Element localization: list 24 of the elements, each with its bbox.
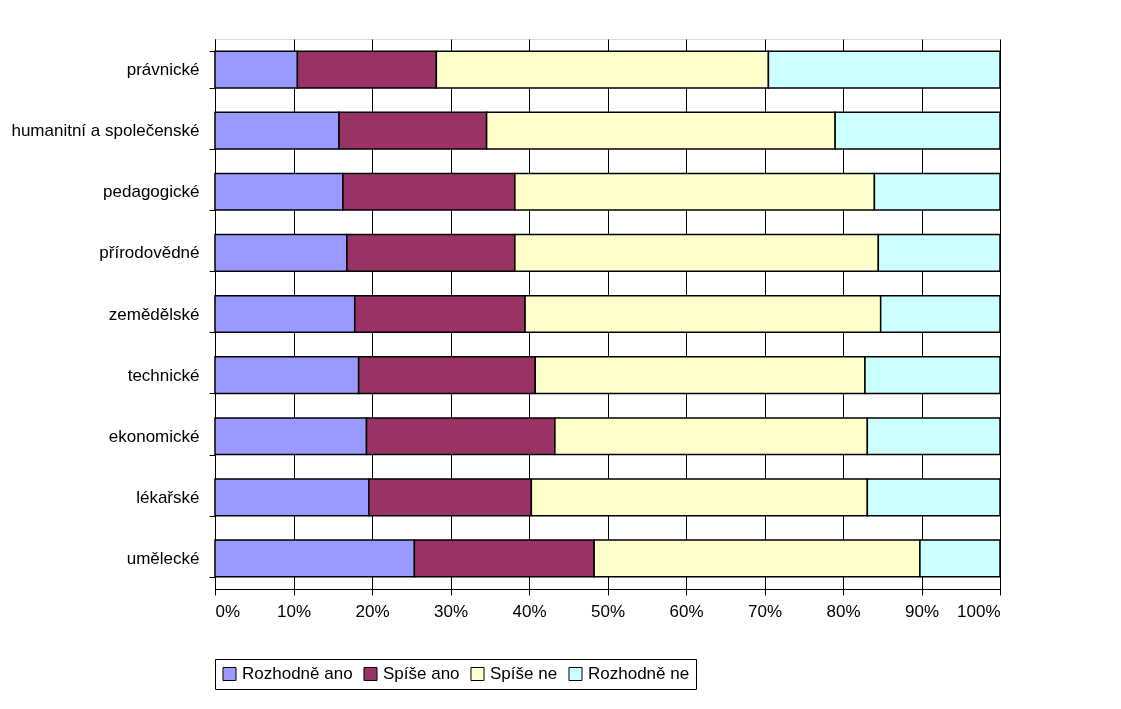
y-tick-label: umělecké <box>126 548 200 568</box>
y-tick-label: přírodovědné <box>99 243 200 263</box>
x-tick-label: 20% <box>355 601 390 621</box>
y-tick-label: technické <box>127 365 200 385</box>
legend-label: Rozhodně ano <box>242 663 353 683</box>
x-tick-label: 100% <box>957 601 1001 621</box>
x-tick-label: 40% <box>512 601 547 621</box>
y-tick-label: pedagogické <box>103 182 200 202</box>
x-tick-label: 80% <box>826 601 861 621</box>
y-tick-label: humanitní a společenské <box>11 121 200 141</box>
x-tick-label: 70% <box>747 601 783 621</box>
y-tick-label: ekonomické <box>108 426 200 446</box>
y-tick-label: lékařské <box>136 487 200 507</box>
legend-label: Spíše ne <box>490 663 558 683</box>
x-tick-label: 90% <box>904 601 940 621</box>
x-tick-label: 60% <box>669 601 704 621</box>
x-tick-label: 50% <box>590 601 626 621</box>
y-tick-label: zemědělské <box>108 304 200 324</box>
legend-label: Spíše ano <box>383 663 460 683</box>
x-tick-label: 0% <box>215 601 241 621</box>
x-tick-label: 10% <box>276 601 312 621</box>
y-tick-label: právnické <box>126 60 200 80</box>
x-tick-label: 30% <box>433 601 469 621</box>
legend-label: Rozhodně ne <box>588 663 690 683</box>
